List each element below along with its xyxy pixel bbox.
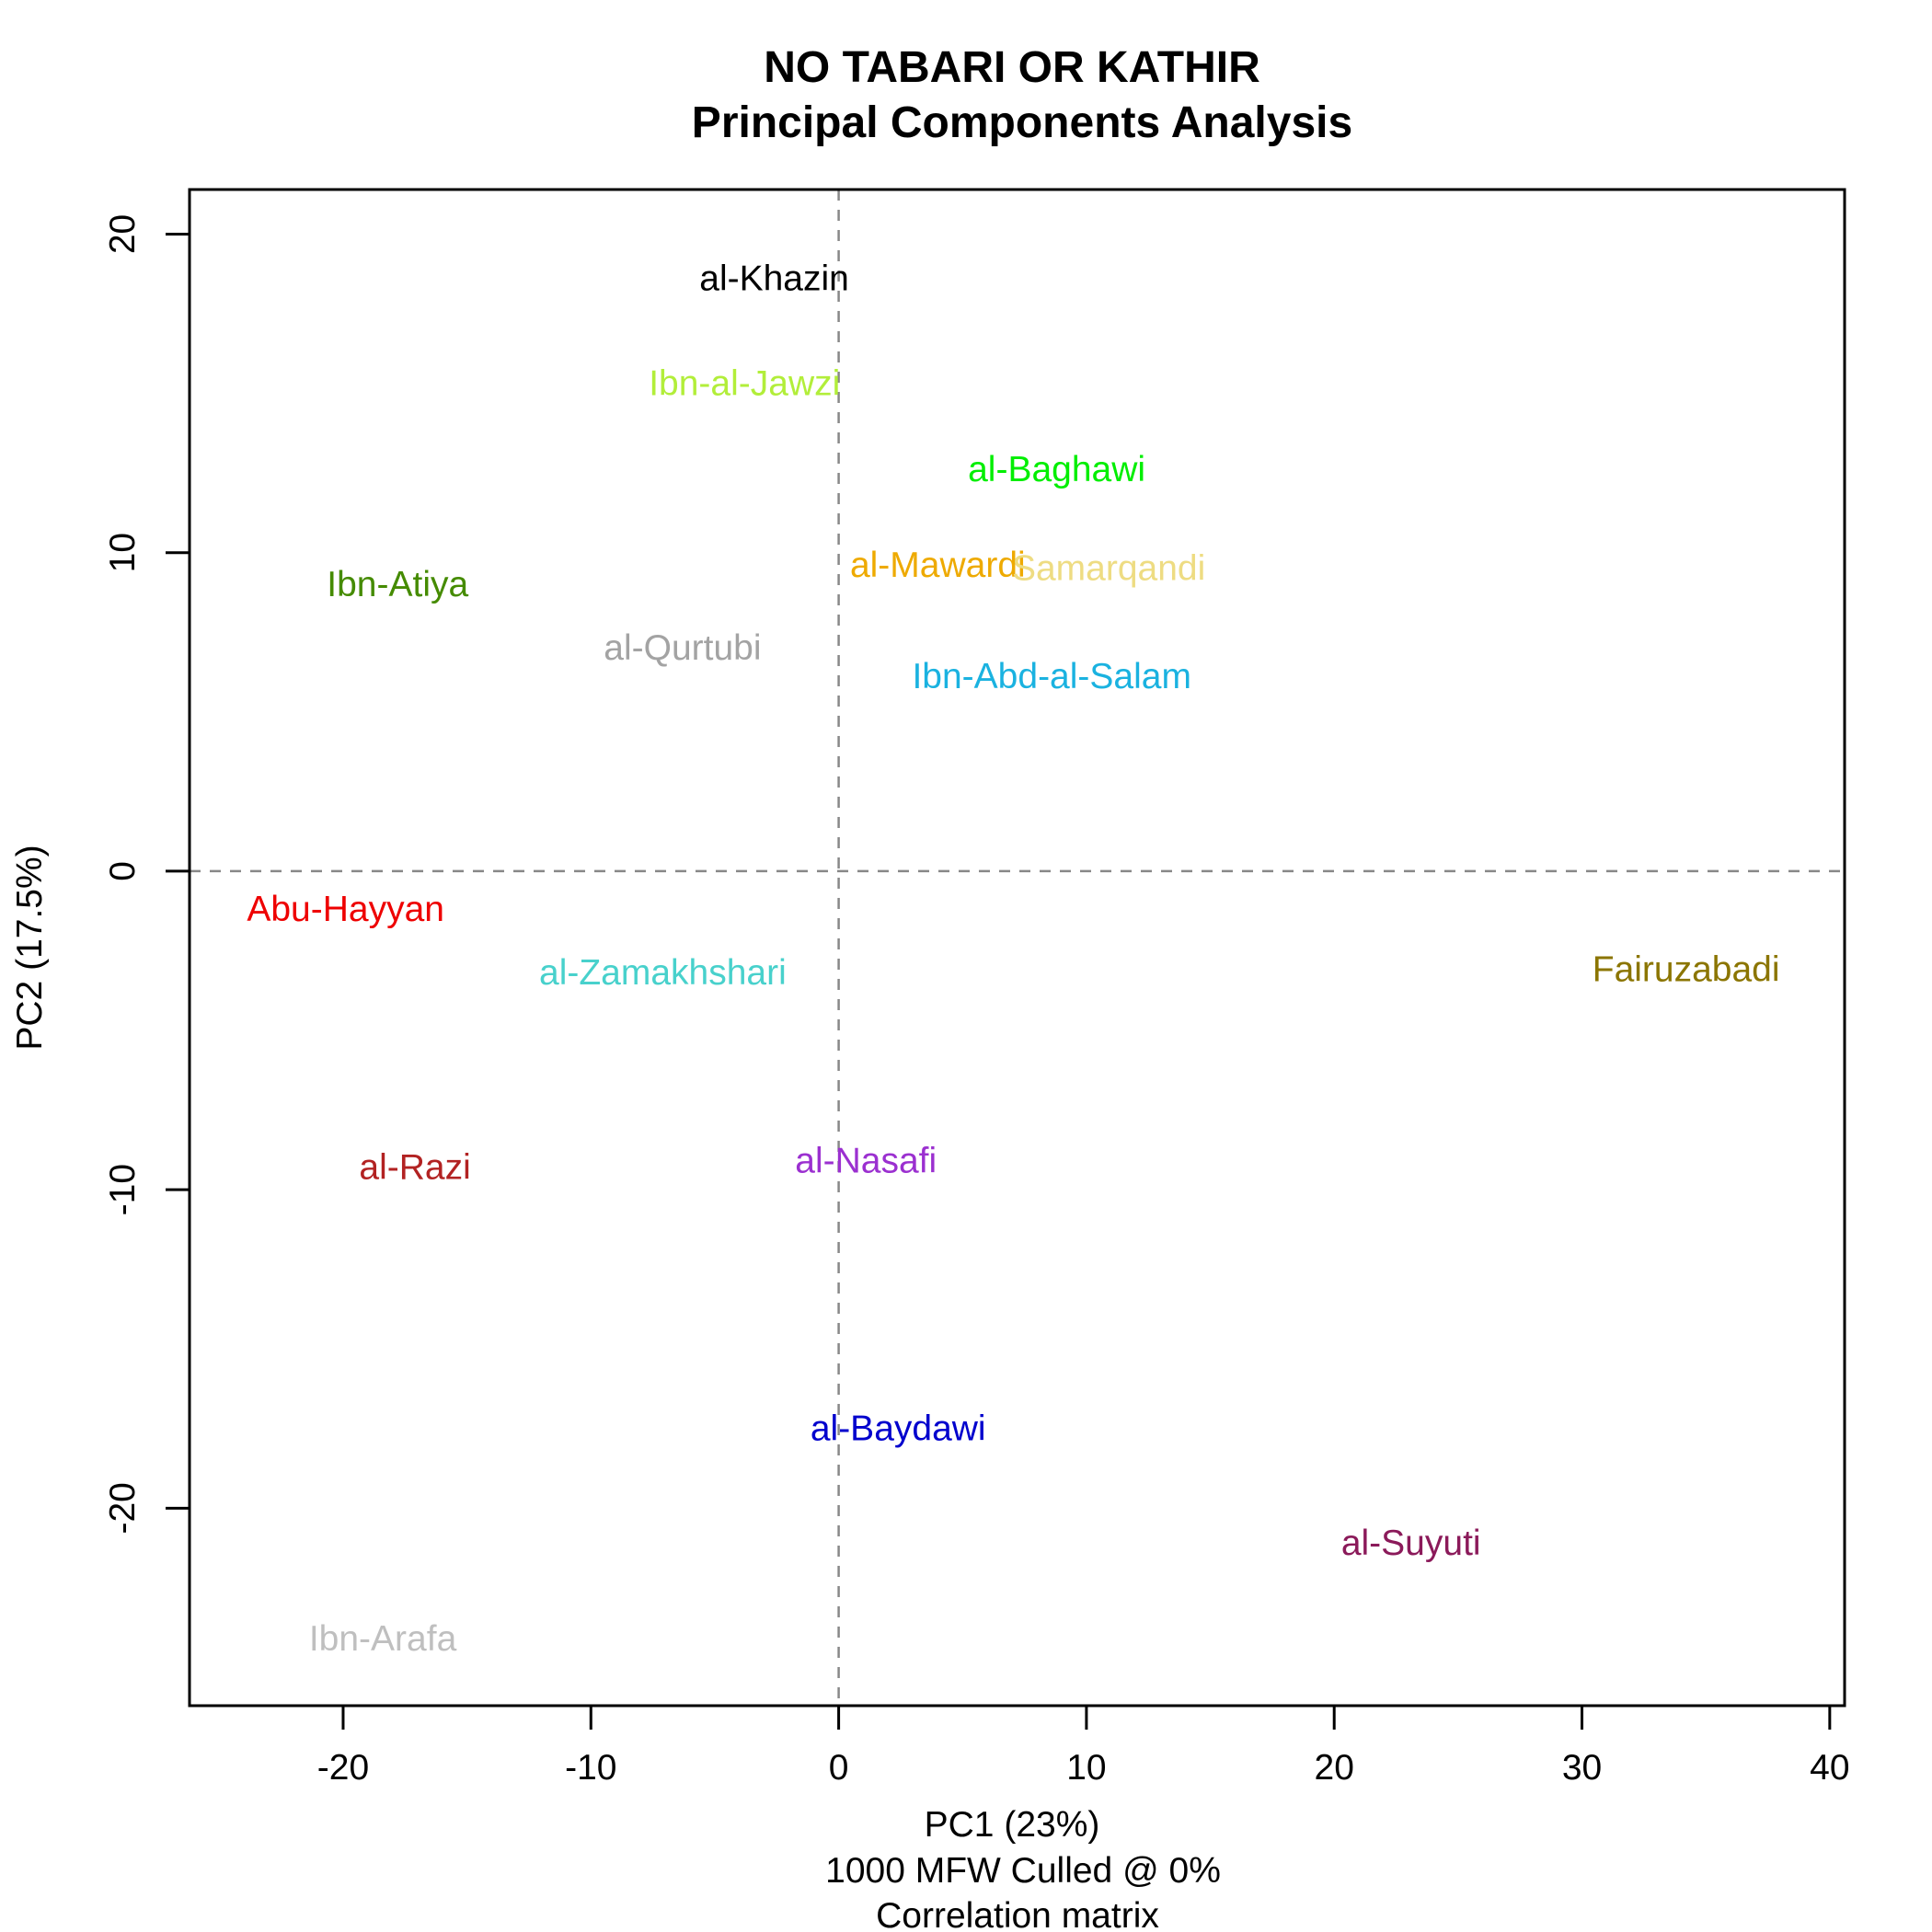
x-tick-label: -10 <box>565 1748 616 1788</box>
point-label-al-baydawi: al-Baydawi <box>811 1409 986 1448</box>
data-labels: al-Khazin Ibn-al-Jawzi al-Baghawi Ibn-Atiya… <box>247 259 1779 1658</box>
y-tick-label: -20 <box>103 1482 143 1534</box>
chart-subtitle: Principal Components Analysis <box>692 98 1352 147</box>
x-axis-subtitle-matrix: Correlation matrix <box>876 1896 1159 1932</box>
point-label-al-suyuti: al-Suyuti <box>1341 1524 1481 1563</box>
point-label-ibn-atiya: Ibn-Atiya <box>327 565 468 604</box>
point-label-al-nasafi: al-Nasafi <box>795 1141 937 1180</box>
point-label-al-zamakhshari: al-Zamakhshari <box>539 953 787 993</box>
y-tick-label: 0 <box>103 861 143 881</box>
point-label-abu-hayyan: Abu-Hayyan <box>247 890 444 929</box>
y-tick-label: 10 <box>103 533 143 572</box>
x-tick-label: -20 <box>317 1748 369 1788</box>
x-tick-label: 10 <box>1066 1748 1106 1788</box>
x-axis-title: PC1 (23%) <box>925 1805 1100 1845</box>
point-label-ibn-arafa: Ibn-Arafa <box>309 1619 457 1659</box>
x-tick-label: 0 <box>829 1748 849 1788</box>
point-label-al-razi: al-Razi <box>359 1147 470 1187</box>
point-label-fairuzabadi: Fairuzabadi <box>1593 950 1780 990</box>
point-label-ibn-abd-al-salam: Ibn-Abd-al-Salam <box>912 657 1190 696</box>
y-tick-label: -10 <box>103 1164 143 1215</box>
y-tick-label: 20 <box>103 214 143 254</box>
y-axis: -20 -10 0 10 20 <box>103 214 191 1535</box>
reference-lines <box>190 190 1845 1706</box>
y-axis-title: PC2 (17.5%) <box>10 845 50 1050</box>
point-label-samarqandi: Samarqandi <box>1012 549 1205 589</box>
point-label-al-mawardi: al-Mawardi <box>850 546 1026 585</box>
chart-title: NO TABARI OR KATHIR <box>764 43 1260 92</box>
x-tick-label: 20 <box>1315 1748 1354 1788</box>
x-axis: -20 -10 0 10 20 30 40 <box>317 1704 1850 1788</box>
x-tick-label: 40 <box>1810 1748 1849 1788</box>
x-axis-subtitle-mfw: 1000 MFW Culled @ 0% <box>825 1851 1221 1891</box>
plot-area <box>188 188 1846 1708</box>
point-label-ibn-al-jawzi: Ibn-al-Jawzi <box>649 364 840 404</box>
point-label-al-khazin: al-Khazin <box>699 259 849 298</box>
x-tick-label: 30 <box>1562 1748 1602 1788</box>
point-label-al-baghawi: al-Baghawi <box>968 450 1145 489</box>
point-label-al-qurtubi: al-Qurtubi <box>604 628 761 668</box>
